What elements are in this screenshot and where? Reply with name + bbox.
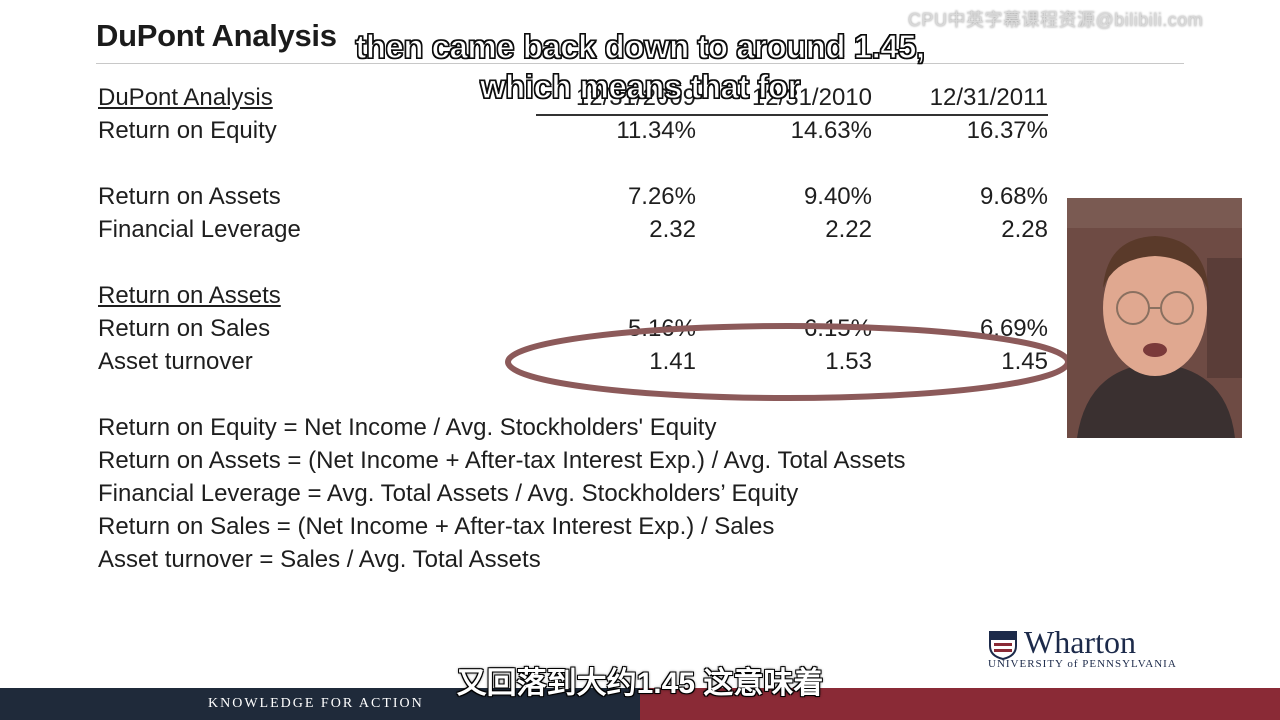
slide-title: DuPont Analysis [96,18,337,53]
leverage-2010: 2.22 [825,216,872,243]
roa-2010: 9.40% [803,183,872,210]
roe-2010: 14.63% [790,117,872,144]
shield-icon [989,631,1017,660]
footer-tagline: KNOWLEDGE FOR ACTION [208,696,424,711]
formula-roe: Return on Equity = Net Income / Avg. Sto… [98,414,717,441]
section-header-roa: Return on Assets [98,282,281,309]
footer-bar-right [640,688,1280,720]
header-underline [536,114,1048,116]
table-row: Return on Assets 7.26% 9.40% 9.68% [98,183,1048,216]
formula-roa: Return on Assets = (Net Income + After-t… [98,447,906,474]
table-header-label: DuPont Analysis [98,84,273,111]
leverage-2011: 2.28 [1001,216,1048,243]
subtitle-chinese: 又回落到大约1.45 这意味着 [456,667,824,700]
leverage-2009: 2.32 [649,216,696,243]
wharton-logo: Wharton UNIVERSITY of PENNSYLVANIA [988,624,1188,672]
turnover-2010: 1.53 [825,348,872,375]
row-label-turnover: Asset turnover [98,348,253,375]
column-header-2011: 12/31/2011 [929,84,1048,111]
formula-ros: Return on Sales = (Net Income + After-ta… [98,513,775,540]
roa-2009: 7.26% [627,183,696,210]
presenter-video [1067,198,1242,438]
row-label-leverage: Financial Leverage [98,216,301,243]
title-divider [96,63,1184,64]
table-header-row: DuPont Analysis 12/31/2009 12/31/2010 12… [98,84,1048,117]
turnover-2011: 1.45 [1001,348,1048,375]
section-header-row: Return on Assets [98,282,1048,315]
logo-university: UNIVERSITY of PENNSYLVANIA [988,658,1177,670]
roe-2011: 16.37% [966,117,1048,144]
row-label-roe: Return on Equity [98,117,277,144]
column-header-2009: 12/31/2009 [575,84,696,111]
watermark: CPU中英字幕课程资源@bilibili.com [908,10,1204,30]
logo-name: Wharton [1024,624,1136,660]
turnover-2009: 1.41 [649,348,696,375]
highlight-ellipse [505,323,1071,401]
footer-bar-left: KNOWLEDGE FOR ACTION [0,688,640,720]
row-label-roa: Return on Assets [98,183,281,210]
column-header-2010: 12/31/2010 [751,84,872,111]
row-label-ros: Return on Sales [98,315,271,342]
formula-turnover: Asset turnover = Sales / Avg. Total Asse… [98,546,541,573]
subtitle-english-line2: which means that for [479,67,801,105]
roe-2009: 11.34% [616,117,696,144]
formula-leverage: Financial Leverage = Avg. Total Assets /… [98,480,799,507]
table-row: Asset turnover 1.41 1.53 1.45 [98,348,1048,381]
roa-2011: 9.68% [979,183,1048,210]
table-row: Return on Equity 11.34% 14.63% 16.37% [98,117,1048,150]
subtitle-english-line1: then came back down to around 1.45, [355,27,926,65]
table-row: Financial Leverage 2.32 2.22 2.28 [98,216,1048,249]
presenter-image [1067,198,1242,438]
